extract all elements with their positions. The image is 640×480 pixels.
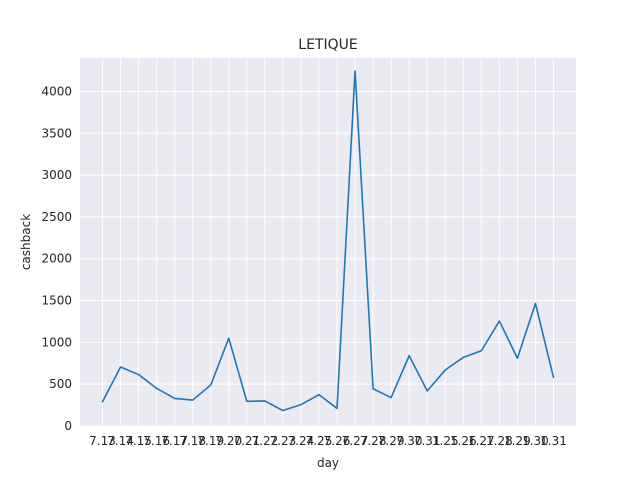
y-tick-label: 2000 [41, 252, 72, 266]
y-tick-label: 1000 [41, 335, 72, 349]
x-tick-label: 7.19 [197, 434, 224, 448]
x-tick-label: 1.31 [540, 434, 567, 448]
x-tick-label: 7.17 [161, 434, 188, 448]
x-tick-label: 7.22 [252, 434, 279, 448]
y-tick-labels: 0 500 1000 1500 2000 2500 3000 3500 4000 [41, 84, 72, 433]
series-line-cashback [101, 70, 555, 412]
x-tick-label: 7.29 [378, 434, 405, 448]
x-tick-label: 7.21 [233, 434, 260, 448]
series-layer [101, 70, 555, 412]
plot-background [80, 58, 576, 426]
y-tick-label: 1500 [41, 294, 72, 308]
x-tick-label: 7.13 [89, 434, 116, 448]
y-tick-label: 2500 [41, 210, 72, 224]
x-tick-label: 7.14 [107, 434, 134, 448]
x-tick-label: 1.30 [522, 434, 549, 448]
x-tick-label: 7.28 [360, 434, 387, 448]
y-tick-label: 3000 [41, 168, 72, 182]
x-tick-labels: 7.137.147.157.167.177.187.197.207.217.22… [89, 434, 567, 448]
x-tick-label: 7.18 [179, 434, 206, 448]
x-tick-label: 7.20 [215, 434, 242, 448]
x-tick-label: 1.25 [432, 434, 459, 448]
x-tick-label: 1.28 [486, 434, 513, 448]
x-tick-label: 1.27 [468, 434, 495, 448]
x-tick-label: 7.31 [414, 434, 441, 448]
x-tick-label: 1.29 [504, 434, 531, 448]
chart-title: LETIQUE [298, 37, 357, 53]
x-tick-label: 7.16 [143, 434, 170, 448]
y-tick-label: 3500 [41, 126, 72, 140]
x-tick-label: 7.27 [342, 434, 369, 448]
x-tick-label: 7.24 [288, 434, 315, 448]
grid-lines [80, 58, 576, 427]
y-tick-label: 0 [64, 419, 72, 433]
x-tick-label: 7.25 [306, 434, 333, 448]
x-tick-label: 1.26 [450, 434, 477, 448]
x-tick-label: 7.23 [270, 434, 297, 448]
y-axis-label: cashback [19, 214, 33, 270]
y-tick-label: 500 [49, 377, 72, 391]
y-tick-label: 4000 [41, 84, 72, 98]
x-tick-label: 7.15 [125, 434, 152, 448]
x-tick-label: 7.30 [396, 434, 423, 448]
x-axis-label: day [317, 456, 339, 470]
x-tick-label: 7.26 [324, 434, 351, 448]
